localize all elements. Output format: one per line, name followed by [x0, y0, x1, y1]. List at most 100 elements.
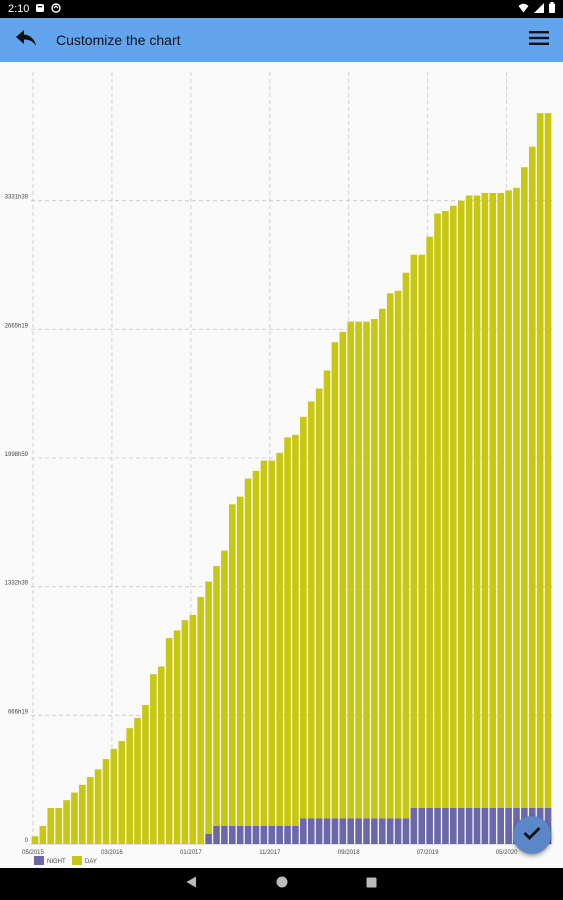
bar-day [489, 192, 497, 808]
menu-button[interactable] [515, 18, 563, 62]
bar-night [402, 818, 410, 844]
bar-day [252, 470, 260, 826]
bar-night [300, 818, 307, 844]
bar-day [94, 769, 102, 844]
bar-day [181, 620, 189, 844]
bar-night [418, 807, 426, 844]
back-button[interactable] [0, 18, 52, 62]
confirm-button[interactable] [513, 816, 551, 854]
battery-icon [549, 2, 555, 16]
bar-day [355, 321, 362, 819]
bar-day [410, 254, 418, 808]
bar-day [528, 146, 536, 808]
bar-night [473, 807, 481, 844]
bar-night [465, 807, 473, 844]
nav-back-button[interactable] [182, 874, 202, 894]
bar-night [213, 825, 220, 844]
x-axis-ticks: 05/2015 03/2016 01/2017 11/2017 09/2018 07/20… [22, 850, 518, 856]
bar-day [47, 807, 55, 844]
bar-day [55, 807, 62, 844]
bar-night [339, 818, 347, 844]
bar-day [339, 331, 347, 819]
bar-day [386, 293, 394, 819]
bar-day [315, 388, 323, 819]
page-title: Customize the chart [56, 32, 181, 48]
bar-day [110, 748, 118, 844]
bar-night [221, 825, 228, 844]
y-tick-label: 0 [25, 838, 29, 844]
bar-night [276, 825, 283, 844]
bar-day [481, 192, 489, 808]
bar-day [126, 728, 133, 844]
bar-day [331, 342, 339, 819]
bar-day [347, 321, 355, 819]
bar-day [86, 777, 94, 844]
bar-day [465, 195, 473, 808]
bar-day [71, 792, 78, 844]
bar-day [39, 825, 47, 844]
bar-night [505, 807, 512, 844]
status-bar: 2:10 [0, 0, 563, 18]
bar-night [307, 818, 315, 844]
square-recents-icon [366, 875, 377, 893]
reply-arrow-icon [15, 29, 37, 52]
bar-day [31, 836, 39, 844]
bar-day [371, 319, 378, 819]
bar-day [165, 638, 173, 844]
nav-recents-button[interactable] [362, 874, 382, 894]
bar-night [252, 825, 260, 844]
y-tick-label: 2665h19 [5, 323, 29, 329]
triangle-back-icon [186, 875, 197, 893]
bar-night [236, 825, 244, 844]
x-tick-label: 09/2018 [338, 850, 360, 856]
bar-day [544, 113, 552, 808]
x-tick-label: 07/2019 [417, 850, 439, 856]
bar-day [228, 504, 236, 826]
x-tick-label: 05/2015 [22, 850, 44, 856]
bar-night [355, 818, 362, 844]
legend-swatch-day [72, 856, 82, 865]
bar-day [221, 550, 228, 826]
nav-home-button[interactable] [272, 874, 292, 894]
status-time: 2:10 [8, 3, 30, 15]
bar-day [300, 416, 307, 819]
bar-day [189, 614, 197, 844]
bar-night [378, 818, 386, 844]
x-tick-label: 11/2017 [259, 850, 281, 856]
bar-night [268, 825, 276, 844]
y-tick-label: 3331h39 [5, 195, 29, 201]
bar-day [434, 213, 441, 808]
bar-day [236, 496, 244, 826]
sync-icon [51, 2, 62, 16]
x-tick-label: 05/2020 [496, 850, 518, 856]
bar-night [284, 825, 291, 844]
bar-night [315, 818, 323, 844]
bar-day [205, 581, 212, 834]
bar-night [363, 818, 370, 844]
signal-icon [534, 2, 544, 16]
y-tick-label: 1332h39 [5, 581, 29, 587]
bar-day [63, 800, 70, 844]
bar-day [284, 437, 291, 826]
bar-day [307, 401, 315, 819]
bar-day [497, 192, 505, 808]
y-tick-label: 666h19 [8, 709, 29, 715]
bar-night [481, 807, 489, 844]
bar-night [426, 807, 433, 844]
legend-swatch-night [34, 856, 44, 865]
legend-label-day: DAY [85, 859, 97, 865]
wifi-icon [518, 3, 529, 16]
bar-night [497, 807, 505, 844]
chart-bars [31, 113, 552, 844]
bar-day [418, 254, 426, 808]
chart-area: 0 666h19 1332h39 1998h59 2665h19 3331h39 05/2… [0, 62, 563, 868]
x-tick-label: 01/2017 [180, 850, 202, 856]
bar-day [276, 452, 283, 826]
bar-day [378, 308, 386, 819]
bar-day [142, 705, 149, 844]
bar-day [134, 717, 141, 844]
bar-day [268, 460, 276, 826]
bar-night [228, 825, 236, 844]
bar-day [213, 566, 220, 826]
bar-day [363, 321, 370, 819]
